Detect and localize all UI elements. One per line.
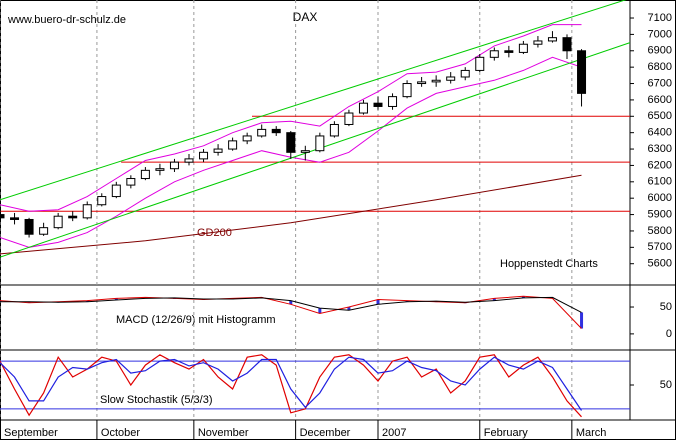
histogram-bar xyxy=(405,300,409,302)
candle-body xyxy=(184,158,194,163)
x-tick-label: February xyxy=(484,427,529,439)
y-tick-label: 6200 xyxy=(648,159,672,171)
y-tick-label: 5600 xyxy=(648,258,672,270)
y-tick-label: 6300 xyxy=(648,143,672,155)
x-tick-label: 2007 xyxy=(382,427,406,439)
series-line xyxy=(0,354,582,418)
candle-body xyxy=(213,148,223,153)
candle-body xyxy=(446,76,456,81)
x-tick-label: September xyxy=(4,427,58,439)
y-tick-label: 6100 xyxy=(648,176,672,188)
candle-body xyxy=(82,204,92,219)
candle-body xyxy=(53,215,63,229)
y-tick-label: 50 xyxy=(660,379,672,391)
candle-body xyxy=(344,112,354,125)
candle-body xyxy=(111,184,121,198)
y-tick-label: 5700 xyxy=(648,241,672,253)
y-tick-label: 6900 xyxy=(648,45,672,57)
histogram-bar xyxy=(347,307,351,311)
y-tick-label: 7000 xyxy=(648,28,672,40)
histogram-bar xyxy=(289,300,293,305)
candle-body xyxy=(199,151,209,160)
candle-body xyxy=(504,50,514,53)
candle-body xyxy=(417,81,427,85)
series-line xyxy=(0,24,582,212)
y-tick-label: 5800 xyxy=(648,225,672,237)
candle-body xyxy=(388,96,398,107)
candle-body xyxy=(489,50,499,58)
x-tick-label: December xyxy=(300,427,351,439)
gd200-label: GD200 xyxy=(197,227,232,239)
candle-body xyxy=(547,37,557,42)
candle-body xyxy=(228,140,238,150)
x-tick-label: November xyxy=(198,427,249,439)
candle-body xyxy=(97,196,107,206)
series-line xyxy=(0,42,631,258)
candle-body xyxy=(358,102,368,114)
series-line xyxy=(0,174,582,255)
candle-body xyxy=(126,178,136,186)
y-tick-label: 5900 xyxy=(648,208,672,220)
candle-body xyxy=(577,50,587,94)
y-tick-label: 6700 xyxy=(648,77,672,89)
series-line xyxy=(0,0,627,201)
y-tick-label: 6800 xyxy=(648,61,672,73)
candle-body xyxy=(460,69,470,78)
candle-body xyxy=(68,215,78,219)
y-tick-label: 6500 xyxy=(648,110,672,122)
candle-body xyxy=(140,169,150,180)
candle-body xyxy=(373,102,383,107)
candle-body xyxy=(286,132,296,153)
candle-body xyxy=(155,168,165,171)
series-line xyxy=(0,295,582,329)
candle-body xyxy=(271,128,281,134)
candle-body xyxy=(0,214,5,219)
candle-body xyxy=(242,135,252,142)
stochastic-title: Slow Stochastik (5/3/3) xyxy=(100,394,213,406)
candle-body xyxy=(315,135,325,152)
histogram-bar xyxy=(376,299,380,305)
candle-body xyxy=(24,218,34,235)
candle-body xyxy=(169,161,179,170)
histogram-bar xyxy=(318,308,322,314)
candle-body xyxy=(475,56,485,71)
x-tick-label: October xyxy=(101,427,140,439)
series-line xyxy=(0,296,582,313)
histogram-bar xyxy=(114,298,118,301)
histogram-bar xyxy=(492,298,496,301)
histogram-bar xyxy=(521,296,525,298)
y-tick-label: 7100 xyxy=(648,12,672,24)
chart-title: DAX xyxy=(293,10,318,24)
candle-body xyxy=(329,123,339,137)
y-tick-label: 0 xyxy=(666,328,672,340)
y-tick-label: 6600 xyxy=(648,94,672,106)
y-tick-label: 6000 xyxy=(648,192,672,204)
source: www.buero-dr-schulz.de xyxy=(7,14,126,26)
candle-body xyxy=(533,40,543,45)
candle-body xyxy=(257,128,267,137)
x-tick-label: March xyxy=(576,427,607,439)
candle-body xyxy=(10,217,20,220)
histogram-bar xyxy=(85,300,89,302)
credit: Hoppenstedt Charts xyxy=(500,258,598,270)
candle-body xyxy=(518,43,528,53)
y-tick-label: 6400 xyxy=(648,127,672,139)
candle-body xyxy=(402,83,412,98)
candle-body xyxy=(431,79,441,83)
candle-body xyxy=(300,150,310,153)
y-tick-label: 50 xyxy=(660,301,672,313)
candle-body xyxy=(39,227,49,235)
histogram-bar xyxy=(580,312,584,329)
macd-title: MACD (12/26/9) mit Histogramm xyxy=(116,314,276,326)
series-line xyxy=(0,356,582,411)
candle-body xyxy=(562,37,572,52)
